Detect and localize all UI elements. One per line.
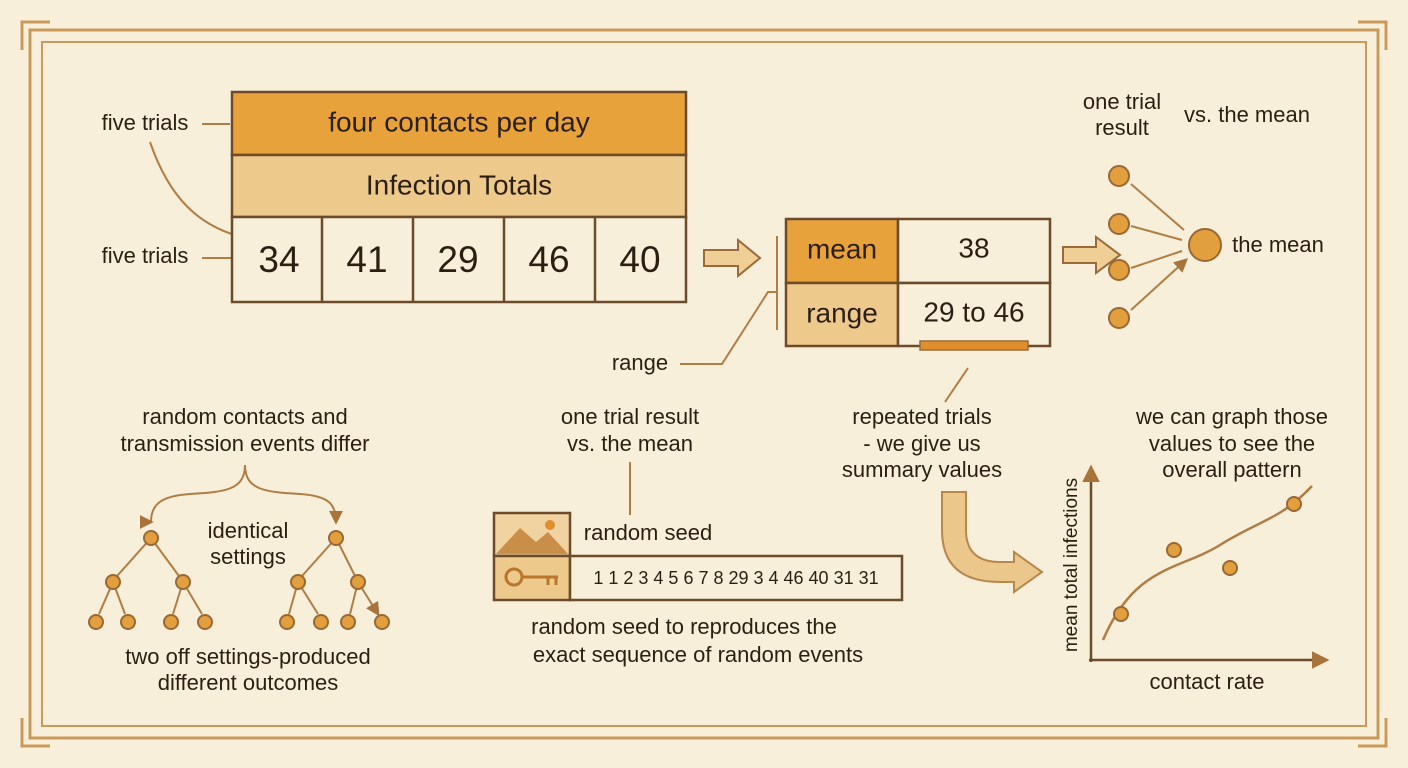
box xyxy=(896,217,1052,285)
dot xyxy=(163,614,179,630)
dot xyxy=(1166,542,1182,558)
label: random seed xyxy=(584,520,712,545)
dot xyxy=(143,530,159,546)
label: settings xyxy=(210,544,286,569)
dot xyxy=(120,614,136,630)
random-seed: one trial result vs. the mean random see… xyxy=(492,404,904,667)
label: values to see the xyxy=(1149,431,1315,456)
dot xyxy=(1108,165,1130,187)
label: repeated trials xyxy=(852,404,991,429)
connector xyxy=(150,464,336,522)
trial-table: four contacts per day Infection Totals 3… xyxy=(230,90,688,304)
x-axis-label: contact rate xyxy=(1150,669,1265,694)
connector xyxy=(680,291,777,365)
label: two off settings-produced xyxy=(125,644,370,669)
dot xyxy=(340,614,356,630)
dot xyxy=(105,574,121,590)
pattern-graph: we can graph those values to see the ove… xyxy=(1061,404,1328,694)
dot xyxy=(1286,496,1302,512)
table-subheader: Infection Totals xyxy=(366,169,552,200)
connector xyxy=(1062,235,1122,275)
box xyxy=(568,554,904,602)
label: one trial result xyxy=(561,404,699,429)
dot xyxy=(1188,228,1222,262)
dot xyxy=(290,574,306,590)
label: vs. the mean xyxy=(567,431,693,456)
connector xyxy=(20,20,1388,748)
box xyxy=(784,281,900,348)
cell: 40 xyxy=(619,239,660,280)
box xyxy=(896,281,1052,348)
label: - we give us xyxy=(863,431,980,456)
connector xyxy=(98,537,378,614)
mean-diagram: one trial result vs. the mean the mean xyxy=(1062,89,1324,329)
sequence: 1 1 2 3 4 5 6 7 8 29 3 4 46 40 31 31 xyxy=(593,568,878,588)
cell: 29 xyxy=(437,239,478,280)
cell: mean xyxy=(807,233,877,264)
dot xyxy=(313,614,329,630)
label: overall pattern xyxy=(1162,457,1301,482)
label: random contacts and xyxy=(142,404,347,429)
dot xyxy=(279,614,295,630)
label: random seed to reproduces the xyxy=(531,614,837,639)
group xyxy=(88,530,390,630)
left-labels: five trials five trials xyxy=(102,110,248,301)
dot xyxy=(374,614,390,630)
connector xyxy=(941,491,1044,594)
table-header: four contacts per day xyxy=(328,106,589,137)
label: we can graph those xyxy=(1135,404,1328,429)
summary-table: mean 38 range 29 to 46 range xyxy=(612,217,1052,403)
label: one trial xyxy=(1083,89,1161,114)
connector xyxy=(149,123,248,301)
box xyxy=(41,41,1367,727)
connector xyxy=(496,528,568,554)
repeated-trials: repeated trials - we give us summary val… xyxy=(842,404,1044,594)
dot xyxy=(1108,259,1130,281)
label: summary values xyxy=(842,457,1002,482)
arrow xyxy=(703,237,762,279)
connector xyxy=(1130,183,1186,311)
label: range xyxy=(612,350,668,375)
cell: 38 xyxy=(958,232,989,263)
box xyxy=(230,90,688,157)
box xyxy=(919,340,1029,351)
connector xyxy=(776,236,969,403)
label: five trials xyxy=(102,243,189,268)
label: different outcomes xyxy=(158,670,339,695)
cell: 46 xyxy=(528,239,569,280)
randomness: random contacts and transmission events … xyxy=(88,404,390,695)
dot xyxy=(1108,307,1130,329)
dot xyxy=(197,614,213,630)
connector xyxy=(320,217,597,302)
label: transmission events differ xyxy=(120,431,369,456)
y-axis-label: mean total infections xyxy=(1061,478,1082,652)
frame xyxy=(20,20,1388,748)
connector xyxy=(1089,468,1326,662)
cell: 29 to 46 xyxy=(923,296,1024,327)
dot xyxy=(1222,560,1238,576)
cell: 34 xyxy=(258,239,299,280)
label: result xyxy=(1095,115,1149,140)
dot xyxy=(545,520,555,530)
label: identical xyxy=(208,518,289,543)
dot xyxy=(88,614,104,630)
cell: 41 xyxy=(346,239,387,280)
dot xyxy=(350,574,366,590)
dot xyxy=(328,530,344,546)
label: exact sequence of random events xyxy=(533,642,863,667)
connector xyxy=(1101,485,1313,641)
cell: range xyxy=(806,297,878,328)
label: five trials xyxy=(102,110,189,135)
box xyxy=(28,28,1380,740)
dot xyxy=(1108,213,1130,235)
box xyxy=(230,215,688,304)
label: vs. the mean xyxy=(1184,102,1310,127)
connector xyxy=(522,575,558,585)
dot xyxy=(175,574,191,590)
label: the mean xyxy=(1232,232,1324,257)
dot xyxy=(1113,606,1129,622)
